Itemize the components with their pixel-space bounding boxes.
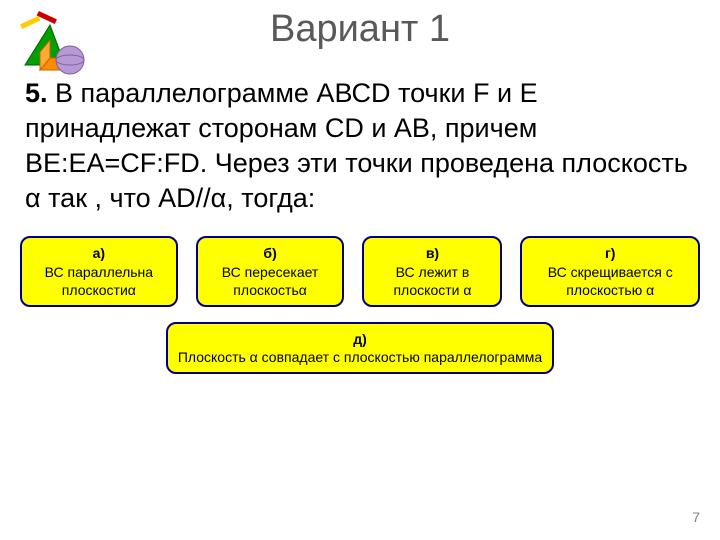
option-v-text: ВС лежит в плоскости α xyxy=(393,264,471,298)
option-d-letter: д) xyxy=(178,330,542,348)
option-d-text: Плоскость α совпадает с плоскостью парал… xyxy=(178,349,542,365)
option-v[interactable]: в) ВС лежит в плоскости α xyxy=(362,236,502,307)
option-g-text: ВС скрещивается с плоскостью α xyxy=(548,264,673,298)
options-row-1: а) ВС параллельна плоскостиα б) ВС перес… xyxy=(20,236,700,307)
geometry-shapes-logo xyxy=(15,10,95,80)
option-b-text: ВС пересекает плоскостьα xyxy=(222,264,319,298)
question-text: 5. В параллелограмме АВСD точки F и E пр… xyxy=(0,51,720,216)
option-g[interactable]: г) ВС скрещивается с плоскостью α xyxy=(520,236,700,307)
options-row-2: д) Плоскость α совпадает с плоскостью па… xyxy=(20,322,700,374)
page-number: 7 xyxy=(692,509,700,525)
option-g-letter: г) xyxy=(532,244,688,262)
option-d[interactable]: д) Плоскость α совпадает с плоскостью па… xyxy=(166,322,554,374)
question-number: 5. xyxy=(25,78,48,108)
option-a-text: ВС параллельна плоскостиα xyxy=(45,264,153,298)
option-a[interactable]: а) ВС параллельна плоскостиα xyxy=(20,236,178,307)
options-container: а) ВС параллельна плоскостиα б) ВС перес… xyxy=(0,216,720,374)
option-b-letter: б) xyxy=(208,244,333,262)
question-body: В параллелограмме АВСD точки F и E прина… xyxy=(25,78,688,213)
option-v-letter: в) xyxy=(374,244,490,262)
option-b[interactable]: б) ВС пересекает плоскостьα xyxy=(196,236,345,307)
option-a-letter: а) xyxy=(32,244,166,262)
page-title: Вариант 1 xyxy=(0,0,720,51)
